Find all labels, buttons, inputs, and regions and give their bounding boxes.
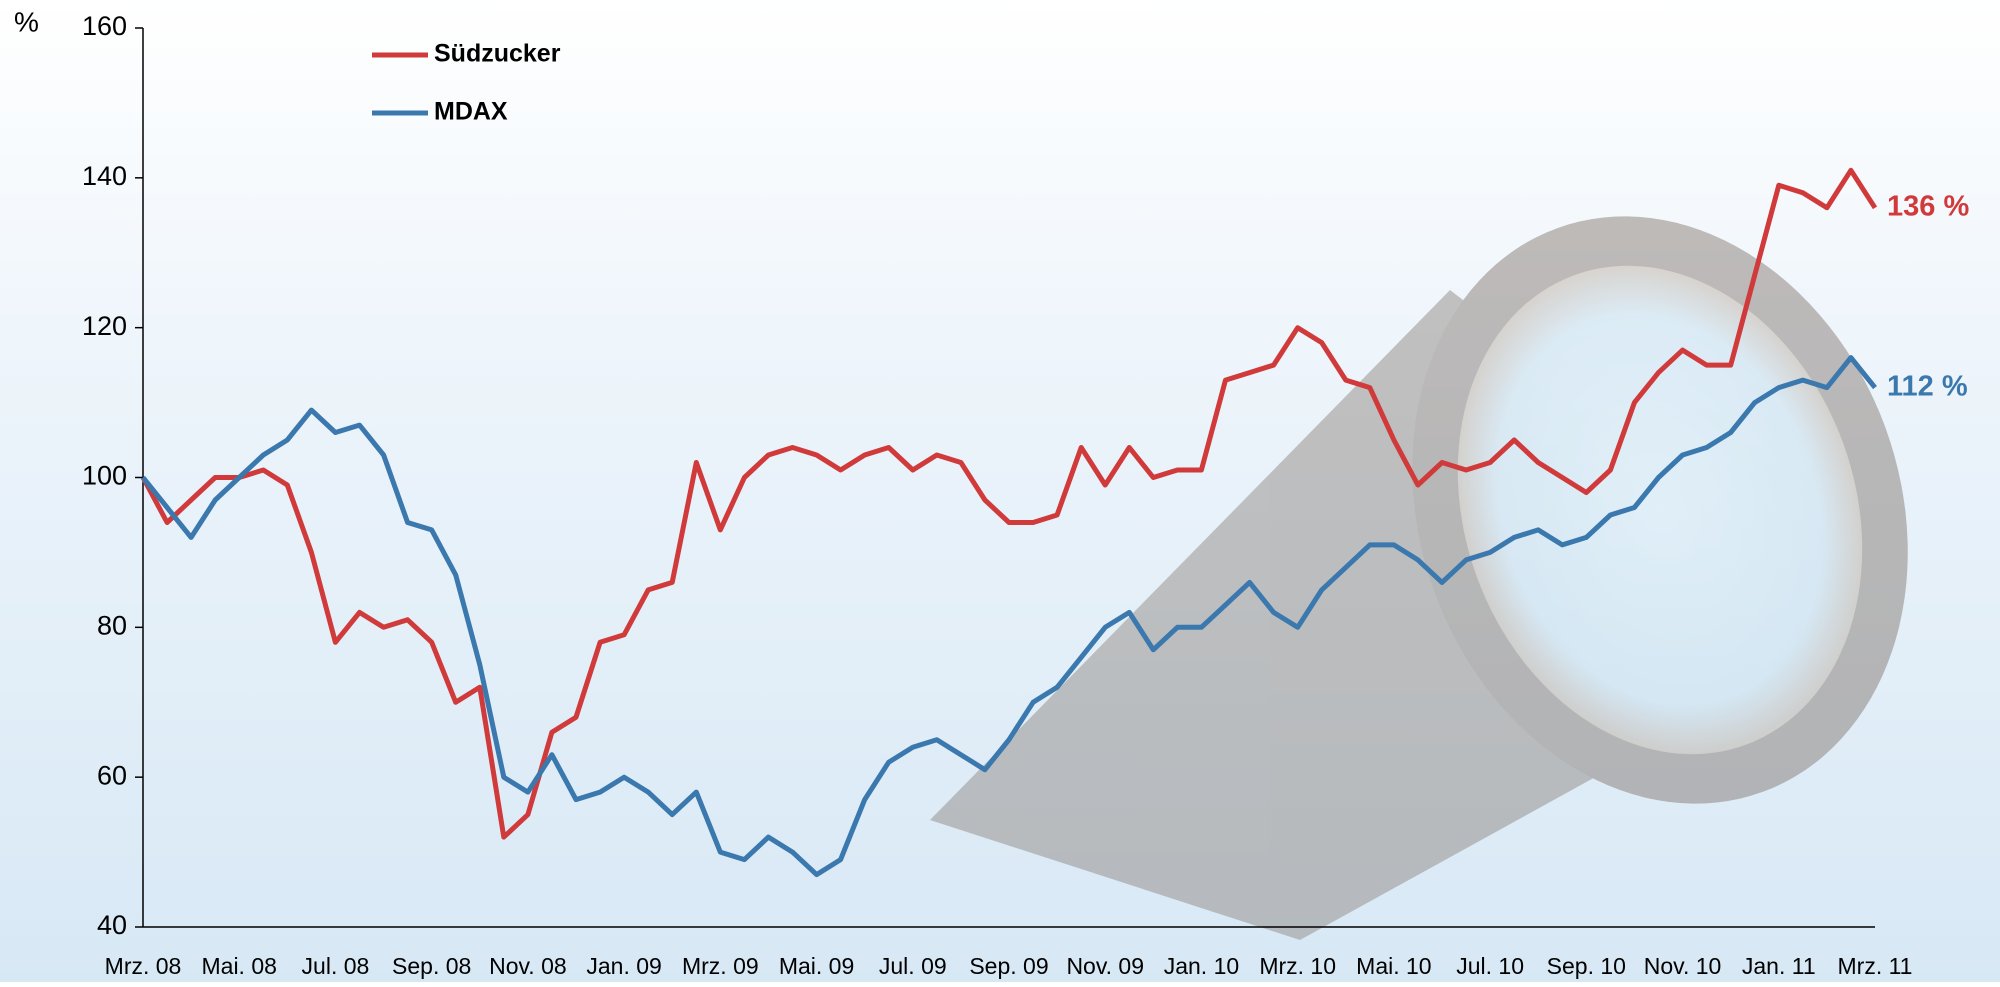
x-tick-label: Jul. 08 bbox=[302, 953, 370, 979]
x-tick-label: Mrz. 08 bbox=[105, 953, 182, 979]
series-line bbox=[140, 167, 1878, 840]
x-tick-label: Jul. 09 bbox=[879, 953, 947, 979]
telescope-illustration bbox=[930, 216, 1908, 940]
x-tick-label: Nov. 10 bbox=[1644, 953, 1722, 979]
series-line bbox=[141, 355, 1877, 878]
x-tick-label: Jul. 10 bbox=[1456, 953, 1524, 979]
x-tick-label: Sep. 09 bbox=[969, 953, 1048, 979]
x-tick-label: Jan. 09 bbox=[586, 953, 661, 979]
x-tick-label: Jan. 11 bbox=[1742, 953, 1816, 979]
x-tick-label: Mai. 10 bbox=[1356, 953, 1431, 979]
x-tick-label: Sep. 08 bbox=[392, 953, 471, 979]
y-tick-label: 60 bbox=[97, 760, 127, 790]
y-tick-label: 40 bbox=[97, 910, 127, 940]
x-tick-label: Nov. 09 bbox=[1066, 953, 1144, 979]
x-tick-label: Mai. 08 bbox=[202, 953, 277, 979]
x-tick-label: Mai. 09 bbox=[779, 953, 854, 979]
end-label: 112 % bbox=[1887, 370, 1968, 402]
x-tick-label: Jan. 10 bbox=[1164, 953, 1239, 979]
legend-label: Südzucker bbox=[434, 40, 561, 68]
y-tick-label: 80 bbox=[97, 610, 127, 640]
legend-label: MDAX bbox=[434, 98, 508, 126]
y-tick-label: 140 bbox=[82, 161, 127, 191]
x-tick-label: Mrz. 09 bbox=[682, 953, 759, 979]
y-tick-label: 160 bbox=[82, 11, 127, 41]
x-tick-label: Nov. 08 bbox=[489, 953, 567, 979]
x-tick-label: Mrz. 11 bbox=[1838, 953, 1913, 979]
x-tick-label: Sep. 10 bbox=[1547, 953, 1626, 979]
x-tick-label: Mrz. 10 bbox=[1259, 953, 1336, 979]
y-tick-label: 120 bbox=[82, 311, 127, 341]
end-label: 136 % bbox=[1887, 190, 1969, 222]
y-axis-label: % bbox=[14, 6, 39, 37]
y-tick-label: 100 bbox=[82, 461, 127, 491]
